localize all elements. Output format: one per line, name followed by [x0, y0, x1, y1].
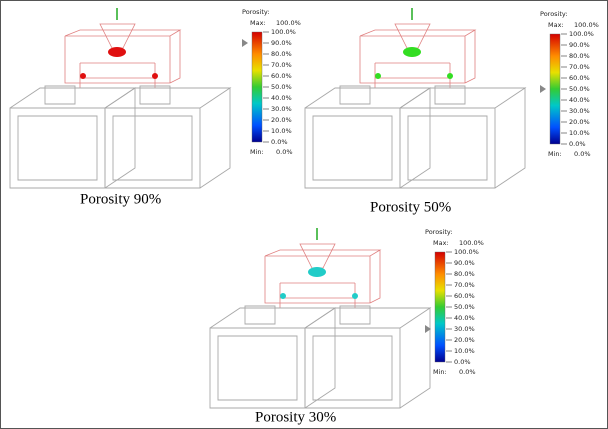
legend-title: Porosity: — [242, 8, 269, 16]
legend-tick-label: 0.0% — [569, 140, 586, 148]
legend-tick-label: 30.0% — [271, 105, 292, 113]
legend-max-value: 100.0% — [276, 19, 301, 27]
figure: Porosity 90%Porosity:Max:100.0%100.0%90.… — [0, 0, 608, 429]
porosity-blob — [80, 73, 86, 79]
legend-tick-label: 100.0% — [454, 248, 479, 256]
porosity-blob — [375, 73, 381, 79]
legend-tick-label: 50.0% — [569, 85, 590, 93]
legend-tick-label: 40.0% — [569, 96, 590, 104]
legend-tick-label: 80.0% — [569, 52, 590, 60]
legend-tick-label: 10.0% — [569, 129, 590, 137]
legend-tick-label: 90.0% — [271, 39, 292, 47]
legend-tick-label: 10.0% — [271, 127, 292, 135]
legend-tick-label: 0.0% — [271, 138, 288, 146]
legend-max-value: 100.0% — [574, 21, 599, 29]
legend-title: Porosity: — [540, 10, 567, 18]
legend-tick-label: 90.0% — [569, 41, 590, 49]
legend-tick-label: 10.0% — [454, 347, 475, 355]
porosity-blob — [403, 47, 421, 57]
legend-tick-label: 50.0% — [454, 303, 475, 311]
legend-tick-label: 100.0% — [271, 28, 296, 36]
color-bar — [435, 252, 445, 362]
legend-tick-label: 20.0% — [454, 336, 475, 344]
legend-max-label: Max: — [548, 21, 564, 29]
color-bar — [550, 34, 560, 144]
porosity-blob — [308, 267, 326, 277]
legend-tick-label: 80.0% — [271, 50, 292, 58]
legend-tick-label: 90.0% — [454, 259, 475, 267]
caption: Porosity 90% — [80, 191, 161, 207]
legend-min-label: Min: — [548, 150, 562, 158]
legend-min-value: 0.0% — [574, 150, 591, 158]
legend-min-label: Min: — [250, 148, 264, 156]
caption: Porosity 30% — [255, 409, 336, 425]
legend-tick-label: 30.0% — [569, 107, 590, 115]
frame-box — [400, 86, 525, 188]
legend-tick-label: 20.0% — [271, 116, 292, 124]
machine-render — [10, 8, 230, 188]
frame-box — [105, 86, 230, 188]
legend-pointer — [242, 39, 248, 47]
legend-tick-label: 40.0% — [271, 94, 292, 102]
legend-tick-label: 40.0% — [454, 314, 475, 322]
frame-box — [10, 86, 135, 188]
frame-box — [210, 306, 335, 408]
legend-title: Porosity: — [425, 228, 452, 236]
legend-min-value: 0.0% — [276, 148, 293, 156]
legend-min-label: Min: — [433, 368, 447, 376]
machine-render — [305, 8, 525, 188]
caption: Porosity 50% — [370, 199, 451, 215]
legend-tick-label: 60.0% — [454, 292, 475, 300]
porosity-blob — [352, 293, 358, 299]
frame-box — [305, 86, 430, 188]
legend-tick-label: 70.0% — [454, 281, 475, 289]
legend-tick-label: 70.0% — [569, 63, 590, 71]
legend-tick-label: 50.0% — [271, 83, 292, 91]
porosity-blob — [280, 293, 286, 299]
legend-tick-label: 60.0% — [271, 72, 292, 80]
legend-tick-label: 0.0% — [454, 358, 471, 366]
frame — [1, 1, 608, 429]
bracket — [265, 250, 380, 308]
machine-render — [210, 228, 430, 408]
legend-pointer — [540, 85, 546, 93]
bracket — [360, 30, 475, 88]
legend-tick-label: 20.0% — [569, 118, 590, 126]
porosity-blob — [152, 73, 158, 79]
legend-tick-label: 30.0% — [454, 325, 475, 333]
legend-max-value: 100.0% — [459, 239, 484, 247]
legend-max-label: Max: — [433, 239, 449, 247]
color-bar — [252, 32, 262, 142]
legend-tick-label: 100.0% — [569, 30, 594, 38]
legend-tick-label: 70.0% — [271, 61, 292, 69]
porosity-blob — [447, 73, 453, 79]
porosity-blob — [108, 47, 126, 57]
frame-box — [305, 306, 430, 408]
legend-max-label: Max: — [250, 19, 266, 27]
legend-min-value: 0.0% — [459, 368, 476, 376]
legend-tick-label: 60.0% — [569, 74, 590, 82]
bracket — [65, 30, 180, 88]
legend-tick-label: 80.0% — [454, 270, 475, 278]
